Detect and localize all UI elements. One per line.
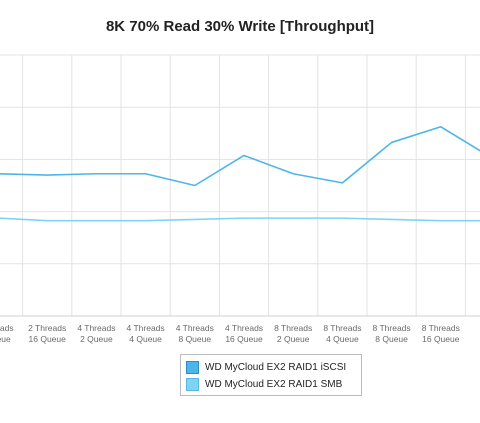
x-tick-label: 8 Queue (375, 334, 408, 344)
x-tick-label: 2 Queue (80, 334, 113, 344)
x-tick-label: 4 Threads (127, 323, 165, 333)
legend-label-smb: WD MyCloud EX2 RAID1 SMB (205, 379, 343, 390)
x-tick-label: 4 Queue (326, 334, 359, 344)
legend-item-iscsi: WD MyCloud EX2 RAID1 iSCSI (186, 359, 356, 376)
x-tick-label: 8 Threads (323, 323, 361, 333)
x-tick-label: 8 Threads (422, 323, 460, 333)
x-tick-label: 8 Threads (274, 323, 312, 333)
x-tick-label: Queue (0, 334, 11, 344)
legend-item-smb: WD MyCloud EX2 RAID1 SMB (186, 376, 356, 393)
x-tick-label: 8 Queue (178, 334, 211, 344)
legend: WD MyCloud EX2 RAID1 iSCSI WD MyCloud EX… (180, 354, 362, 396)
chart-title: 8K 70% Read 30% Write [Throughput] (105, 18, 375, 35)
grid-lines (0, 54, 480, 317)
x-tick-label: 4 Threads (225, 323, 263, 333)
legend-swatch-smb (186, 378, 199, 391)
legend-label-iscsi: WD MyCloud EX2 RAID1 iSCSI (205, 362, 347, 373)
x-tick-label: 16 Queue (29, 334, 67, 344)
series-line-0 (0, 125, 480, 187)
x-tick-label: 16 Queue (225, 334, 263, 344)
x-tick-label: 4 Queue (129, 334, 162, 344)
x-tick-label: 4 Threads (77, 323, 115, 333)
series-lines (0, 125, 480, 222)
legend-swatch-iscsi (186, 361, 199, 374)
series-line-1 (0, 217, 480, 222)
x-tick-label: Threads (0, 323, 14, 333)
x-tick-label: 16 Queue (422, 334, 460, 344)
x-tick-label: 2 Threads (28, 323, 66, 333)
x-tick-label: 8 Threads (373, 323, 411, 333)
x-tick-label: 2 Queue (277, 334, 310, 344)
x-tick-label: 4 Threads (176, 323, 214, 333)
